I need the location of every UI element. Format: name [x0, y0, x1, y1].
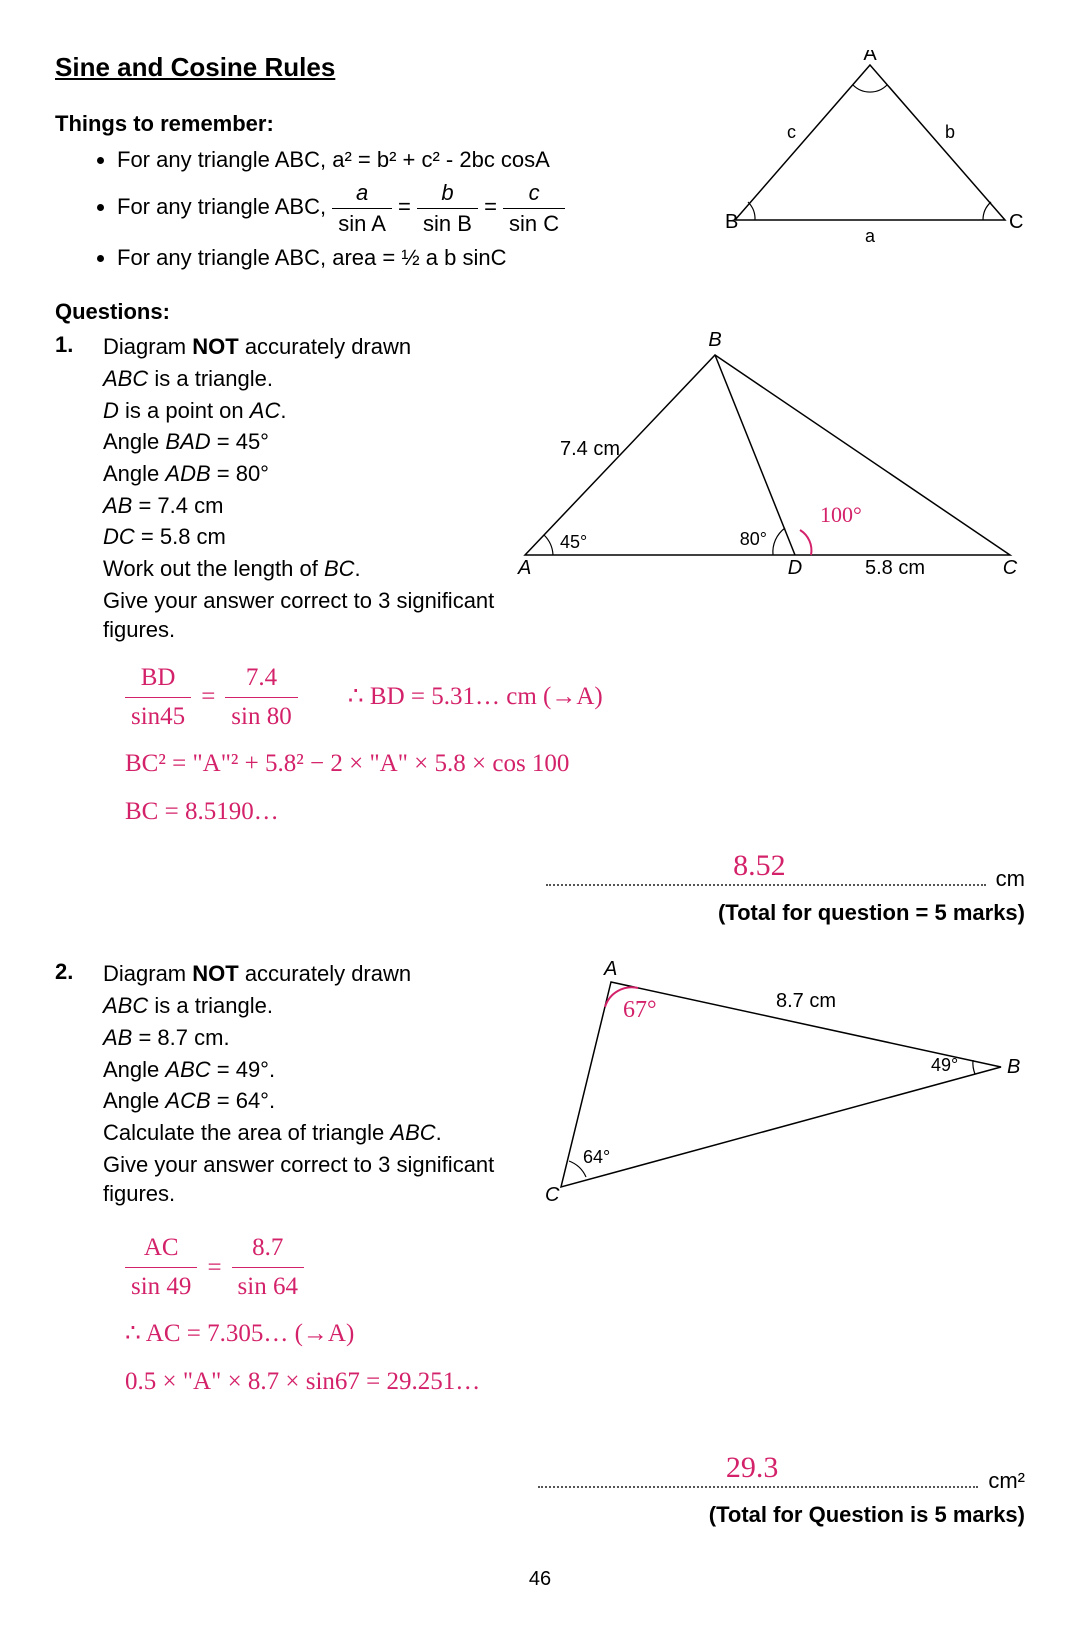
q1-marks: (Total for question = 5 marks): [55, 898, 1025, 928]
q2-angle-67: 67°: [623, 997, 657, 1023]
q1-label-a: A: [517, 557, 531, 579]
page-title: Sine and Cosine Rules: [55, 50, 695, 85]
q1-number: 1.: [55, 330, 85, 360]
q2-answer-line: 29.3 cm²: [55, 1460, 1025, 1496]
q2-number: 2.: [55, 957, 85, 987]
q1-working: BDsin45 = 7.4sin 80 ∴ BD = 5.31… cm (→A)…: [125, 659, 1025, 830]
q2-marks: (Total for Question is 5 marks): [55, 1500, 1025, 1530]
q2-label-a: A: [603, 958, 617, 980]
remember-list: For any triangle ABC, a² = b² + c² - 2bc…: [117, 145, 695, 273]
label-b-vertex: B: [725, 211, 738, 233]
label-side-c: c: [787, 122, 796, 142]
q1-label-d: D: [788, 557, 802, 579]
page-number: 46: [55, 1566, 1025, 1593]
q1-label-c: C: [1003, 557, 1018, 579]
label-side-b: b: [945, 122, 955, 142]
q1-angle-100: 100°: [820, 502, 862, 527]
q1-label-ab: 7.4 cm: [560, 438, 620, 460]
question-1: 1. Diagram NOT accurately drawn ABC is a…: [55, 330, 1025, 647]
q1-answer-line: 8.52 cm: [55, 858, 1025, 894]
q2-diagram: A B C 8.7 cm 49° 64° 67°: [541, 957, 1021, 1217]
questions-heading: Questions:: [55, 297, 1025, 327]
q2-label-ab: 8.7 cm: [776, 990, 836, 1012]
label-c-vertex: C: [1009, 211, 1023, 233]
q2-angle-64: 64°: [583, 1147, 610, 1167]
bullet-1: For any triangle ABC, a² = b² + c² - 2bc…: [117, 145, 695, 175]
q1-angle-80: 80°: [740, 529, 767, 549]
q1-angle-45: 45°: [560, 532, 587, 552]
label-side-a: a: [865, 226, 876, 246]
q1-unit: cm: [996, 864, 1025, 894]
label-a-vertex: A: [863, 50, 877, 65]
q1-label-dc: 5.8 cm: [865, 557, 925, 579]
q2-text: Diagram NOT accurately drawn ABC is a tr…: [103, 957, 523, 1211]
bullet-2: For any triangle ABC, asin A = bsin B = …: [117, 178, 695, 238]
q2-unit: cm²: [988, 1466, 1025, 1496]
q2-working: ACsin 49 = 8.7sin 64 ∴ AC = 7.305… (→A) …: [125, 1229, 1025, 1400]
reference-triangle: A B C c b a: [715, 50, 1025, 250]
bullet-3: For any triangle ABC, area = ½ a b sinC: [117, 243, 695, 273]
q2-label-b: B: [1007, 1056, 1020, 1078]
q1-text: Diagram NOT accurately drawn ABC is a tr…: [103, 330, 497, 647]
q1-answer: 8.52: [733, 846, 786, 887]
question-2: 2. Diagram NOT accurately drawn ABC is a…: [55, 957, 1025, 1217]
q1-label-b: B: [708, 330, 721, 351]
q2-angle-49: 49°: [931, 1055, 958, 1075]
q2-label-c: C: [545, 1184, 560, 1206]
remember-heading: Things to remember:: [55, 109, 695, 139]
q2-answer: 29.3: [726, 1448, 779, 1489]
q1-diagram: B A D C 7.4 cm 5.8 cm 45° 80° 100°: [515, 330, 1025, 580]
